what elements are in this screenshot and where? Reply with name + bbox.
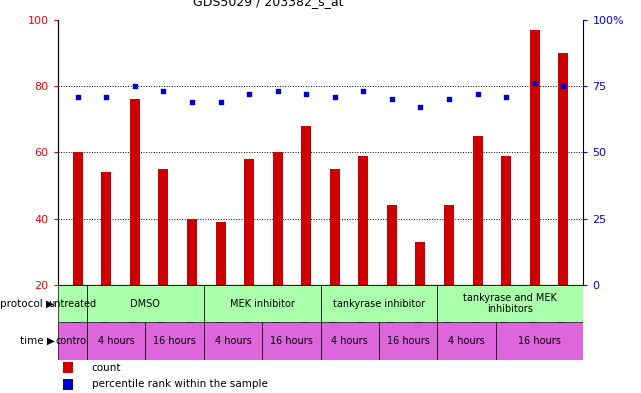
Bar: [558, 53, 569, 351]
Point: [244, 91, 254, 97]
FancyBboxPatch shape: [320, 322, 379, 360]
Point: [272, 88, 283, 94]
Bar: [444, 205, 454, 351]
Text: untreated: untreated: [48, 299, 96, 309]
FancyBboxPatch shape: [58, 285, 87, 322]
Text: count: count: [92, 363, 121, 373]
FancyBboxPatch shape: [204, 322, 262, 360]
Text: 16 hours: 16 hours: [153, 336, 196, 346]
FancyBboxPatch shape: [379, 322, 437, 360]
Bar: [72, 152, 83, 351]
Text: MEK inhibitor: MEK inhibitor: [229, 299, 294, 309]
Text: 16 hours: 16 hours: [387, 336, 429, 346]
Point: [187, 99, 197, 105]
Bar: [63, 362, 72, 373]
Point: [529, 80, 540, 86]
Point: [101, 94, 112, 100]
Bar: [501, 156, 511, 351]
Text: 4 hours: 4 hours: [215, 336, 251, 346]
Point: [472, 91, 483, 97]
Bar: [244, 159, 254, 351]
Text: DMSO: DMSO: [130, 299, 160, 309]
Point: [215, 99, 226, 105]
Bar: [63, 379, 72, 390]
Bar: [130, 99, 140, 351]
Point: [415, 104, 426, 110]
Text: control: control: [55, 336, 89, 346]
FancyBboxPatch shape: [87, 322, 146, 360]
FancyBboxPatch shape: [58, 322, 87, 360]
Bar: [415, 242, 426, 351]
Point: [444, 96, 454, 102]
FancyBboxPatch shape: [437, 322, 495, 360]
Text: tankyrase inhibitor: tankyrase inhibitor: [333, 299, 425, 309]
Point: [358, 88, 369, 94]
Text: percentile rank within the sample: percentile rank within the sample: [92, 379, 268, 389]
FancyBboxPatch shape: [146, 322, 204, 360]
Bar: [472, 136, 483, 351]
Point: [387, 96, 397, 102]
Text: 4 hours: 4 hours: [97, 336, 135, 346]
Text: 4 hours: 4 hours: [331, 336, 368, 346]
Text: protocol ▶: protocol ▶: [1, 299, 54, 309]
Bar: [158, 169, 169, 351]
Bar: [272, 152, 283, 351]
FancyBboxPatch shape: [320, 285, 437, 322]
Point: [129, 83, 140, 89]
Bar: [301, 126, 312, 351]
Point: [72, 94, 83, 100]
Text: 16 hours: 16 hours: [518, 336, 561, 346]
Bar: [358, 156, 369, 351]
Bar: [529, 29, 540, 351]
Bar: [187, 219, 197, 351]
Bar: [101, 172, 112, 351]
Bar: [387, 205, 397, 351]
FancyBboxPatch shape: [262, 322, 320, 360]
Point: [329, 94, 340, 100]
Bar: [329, 169, 340, 351]
Text: time ▶: time ▶: [20, 336, 54, 346]
Bar: [215, 222, 226, 351]
Point: [158, 88, 169, 94]
Text: tankyrase and MEK
inhibitors: tankyrase and MEK inhibitors: [463, 293, 557, 314]
FancyBboxPatch shape: [495, 322, 583, 360]
Point: [501, 94, 512, 100]
Point: [558, 83, 569, 89]
FancyBboxPatch shape: [87, 285, 204, 322]
Point: [301, 91, 312, 97]
Text: 4 hours: 4 hours: [448, 336, 485, 346]
Text: 16 hours: 16 hours: [270, 336, 313, 346]
FancyBboxPatch shape: [204, 285, 320, 322]
FancyBboxPatch shape: [437, 285, 583, 322]
Text: GDS5029 / 203382_s_at: GDS5029 / 203382_s_at: [193, 0, 343, 8]
